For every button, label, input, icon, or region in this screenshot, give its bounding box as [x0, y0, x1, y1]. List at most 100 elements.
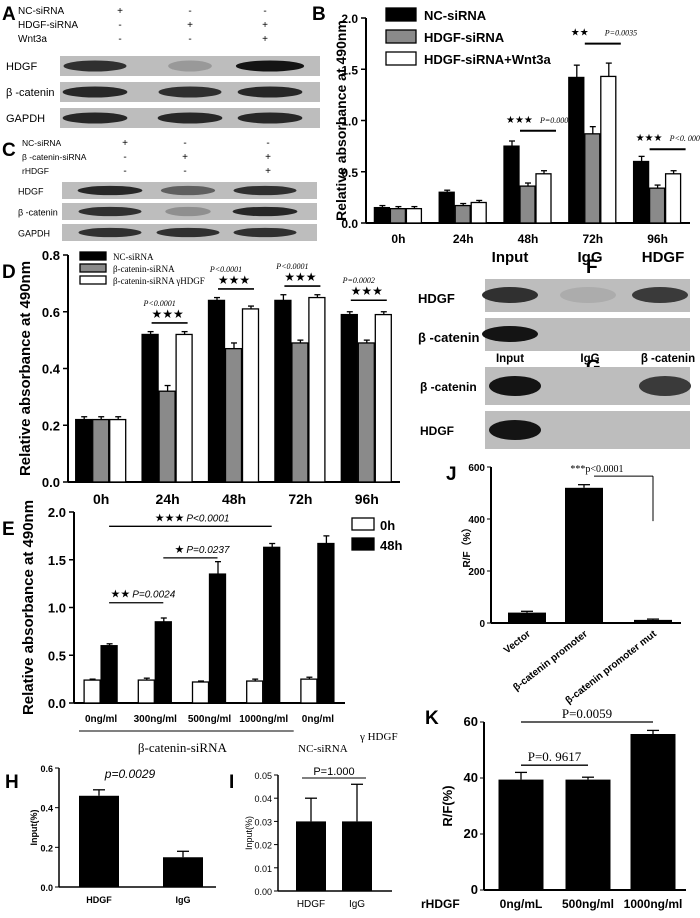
blot-row-label: HDGF	[18, 187, 44, 197]
y-tick-label: 1.5	[341, 63, 358, 77]
bar	[600, 75, 617, 224]
bar	[241, 308, 260, 483]
legend-swatch	[351, 537, 375, 551]
x-tick-label: 72h	[288, 491, 312, 507]
chart-H: 0.0 0.2 0.4 0.6 Input(%) HDGF IgG	[29, 764, 216, 905]
panel-letter-I: I	[229, 772, 234, 793]
blot-band	[77, 185, 143, 196]
x-tick-label: 96h	[647, 232, 668, 246]
x-tick-label: 500ng/ml	[562, 897, 614, 911]
panel-letter-F: F	[586, 257, 598, 278]
condition-mark: -	[188, 34, 191, 45]
blot-row-label: β -catenin	[420, 380, 477, 394]
blot-row-label: HDGF	[418, 291, 455, 306]
y-tick-label: 400	[468, 515, 485, 526]
western-blot-F: HDGF β -catenin	[418, 279, 690, 351]
blot-row-label: HDGF	[6, 61, 37, 73]
legend-swatch	[385, 51, 417, 66]
y-axis-label: Input(%)	[244, 816, 254, 850]
y-tick-label: 0.5	[48, 648, 66, 663]
p-value: P=0.0024	[132, 590, 176, 601]
p-value: P=0.0059	[562, 706, 612, 721]
panel-letter-D: D	[2, 262, 16, 283]
blot-row-label: β -catenin	[418, 330, 479, 345]
bar	[632, 160, 650, 224]
bar	[109, 418, 127, 483]
bar	[630, 734, 676, 890]
y-tick-label: 0.0	[40, 883, 53, 893]
y-tick-label: 600	[468, 463, 485, 474]
y-tick-label: 1.5	[48, 553, 66, 568]
y-tick-label: 0.4	[40, 804, 53, 814]
blot-row-label: HDGF	[420, 424, 454, 438]
condition-mark: +	[262, 20, 268, 31]
bar	[503, 145, 520, 224]
bar	[519, 185, 536, 224]
condition-mark: +	[182, 152, 188, 163]
condition-mark: -	[266, 138, 269, 149]
bar	[92, 418, 110, 483]
significance-stars: ★★★	[155, 512, 185, 524]
bar	[357, 342, 375, 483]
legend-label: 48h	[380, 538, 402, 553]
panel-letter-H: H	[5, 772, 19, 793]
western-blot-C: HDGF β -catenin GAPDH	[18, 182, 317, 241]
panel-letter-C: C	[2, 140, 16, 161]
condition-mark: -	[183, 166, 186, 177]
legend-label: 0h	[380, 518, 395, 533]
group-label: NC-siRNA	[298, 743, 348, 755]
bar	[634, 619, 672, 623]
y-axis-label: Relative absorbance at 490nm	[17, 261, 34, 476]
p-value: p=0.0029	[104, 767, 156, 781]
bar	[340, 313, 358, 483]
legend-swatch	[385, 29, 417, 44]
axis-suffix: γ HDGF	[359, 731, 398, 743]
significance-stars: ★★	[110, 589, 130, 601]
blot-band	[62, 112, 128, 124]
blot-band	[235, 60, 305, 72]
bar	[79, 795, 119, 887]
y-axis-label: R/F（%）	[460, 523, 473, 568]
y-tick-label: 0.05	[254, 771, 272, 781]
blot-band	[168, 60, 212, 72]
significance-stars: ★★★	[218, 273, 250, 287]
condition-mark: +	[262, 34, 268, 45]
y-axis-label: Relative absorbance at 490nm	[333, 20, 349, 221]
bar	[584, 133, 601, 224]
p-value: P=0.0237	[186, 545, 230, 556]
x-tick-label: 0h	[391, 232, 405, 246]
western-blot-G: β -catenin HDGF	[420, 367, 691, 449]
legend-label: β-catenin-siRNA	[113, 264, 175, 274]
bar	[454, 204, 471, 224]
blot-band	[482, 326, 538, 342]
condition-label: β -catenin-siRNA	[22, 152, 87, 162]
bar	[246, 680, 264, 704]
bar	[568, 76, 585, 224]
bar	[317, 542, 335, 704]
bar	[158, 390, 176, 483]
bar	[175, 333, 193, 483]
condition-mark: +	[117, 6, 123, 17]
y-tick-label: 0.03	[254, 817, 272, 827]
condition-mark: +	[265, 166, 271, 177]
y-tick-label: 200	[468, 567, 485, 578]
y-tick-label: 2.0	[341, 12, 358, 26]
x-tick-label: 24h	[453, 232, 474, 246]
x-tick-label: 72h	[582, 232, 603, 246]
p-value: P<0.0001	[275, 262, 308, 271]
bar	[648, 187, 666, 224]
x-tick-label: 24h	[156, 491, 180, 507]
condition-mark: +	[187, 20, 193, 31]
significance-stars: ★★★	[284, 270, 316, 284]
blot-band	[560, 287, 616, 303]
column-label: IgG	[578, 249, 603, 266]
bar	[300, 678, 318, 704]
legend-label: HDGF-siRNA	[424, 30, 505, 45]
legend-swatch	[79, 251, 107, 261]
x-tick-label: 0h	[93, 491, 109, 507]
x-tick-label: 0ng/ml	[85, 714, 117, 725]
bar	[389, 207, 407, 224]
